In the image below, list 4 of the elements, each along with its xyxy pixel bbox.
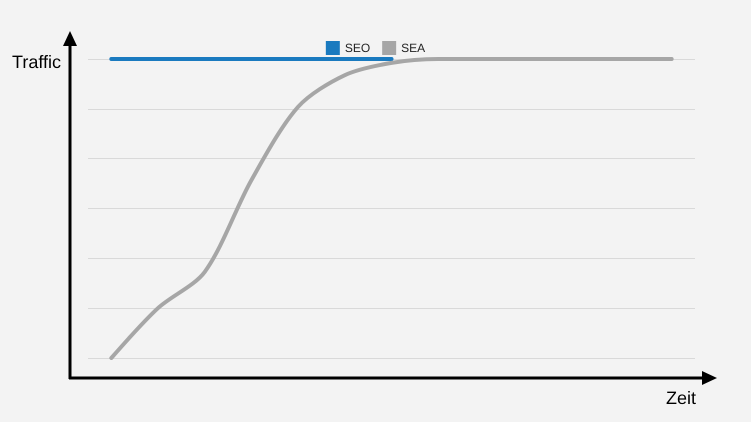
legend-label: SEO — [344, 41, 370, 55]
x-axis-title: Zeit — [666, 388, 696, 408]
legend-label: SEA — [401, 41, 426, 55]
y-axis-title: Traffic — [12, 52, 62, 72]
